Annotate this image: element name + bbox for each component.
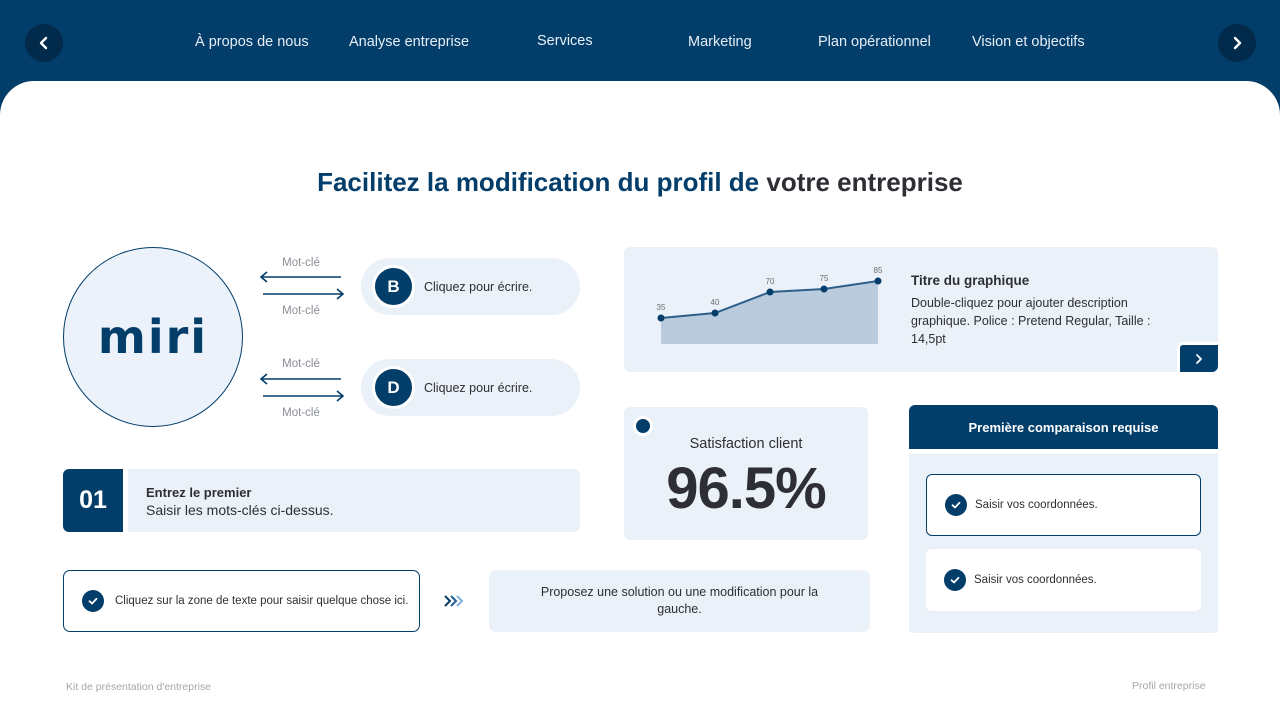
previous-button[interactable]: [25, 24, 63, 62]
nav-item-vision-objectifs[interactable]: Vision et objectifs: [972, 34, 1085, 50]
footer-right-text: Profil entreprise: [1132, 680, 1206, 692]
logo-circle: miri: [63, 247, 243, 427]
triple-chevron-right-icon: [444, 595, 464, 607]
chart-next-button[interactable]: [1177, 342, 1218, 372]
stat-label: Satisfaction client: [689, 436, 803, 452]
step-card: 01 Entrez le premier Saisir les mots-clé…: [63, 469, 580, 532]
option-b-pill[interactable]: B Cliquez pour écrire.: [361, 258, 580, 315]
chart-label: 85: [874, 266, 883, 275]
stat-value: 96.5%: [666, 456, 826, 521]
satisfaction-stat-card: Satisfaction client 96.5%: [624, 407, 868, 540]
chevron-right-icon: [1196, 353, 1202, 364]
comparison-body: Saisir vos coordonnées. Saisir vos coord…: [909, 454, 1218, 633]
comparison-item-text: Saisir vos coordonnées.: [974, 574, 1097, 586]
step-subtext: Saisir les mots-clés ci-dessus.: [146, 502, 334, 518]
comparison-item[interactable]: Saisir vos coordonnées.: [926, 549, 1201, 611]
nav-item-marketing[interactable]: Marketing: [688, 34, 752, 50]
checked-text-box[interactable]: Cliquez sur la zone de texte pour saisir…: [63, 570, 420, 632]
chart-description[interactable]: Double-cliquez pour ajouter description …: [911, 296, 1151, 347]
step-heading: Entrez le premier: [146, 485, 252, 500]
option-badge-b: B: [372, 265, 415, 308]
footer-left-text: Kit de présentation d'entreprise: [66, 681, 212, 693]
arrow-right-icon: [263, 288, 345, 300]
nav-item-a-propos[interactable]: À propos de nous: [195, 34, 309, 50]
chart-label: 70: [766, 277, 775, 286]
logo: miri: [97, 310, 209, 364]
page-title: Facilitez la modification du profil de v…: [0, 167, 1280, 198]
option-d-pill[interactable]: D Cliquez pour écrire.: [361, 359, 580, 416]
proposal-box[interactable]: Proposez une solution ou une modificatio…: [489, 570, 870, 632]
step-number: 01: [63, 469, 123, 532]
keyword-label: Mot-clé: [282, 257, 320, 269]
chart-title: Titre du graphique: [911, 273, 1030, 288]
comparison-item[interactable]: Saisir vos coordonnées.: [926, 474, 1201, 536]
nav-item-analyse-entreprise[interactable]: Analyse entreprise: [349, 34, 470, 50]
comparison-item-text: Saisir vos coordonnées.: [975, 499, 1098, 511]
nav-item-services[interactable]: Services: [537, 33, 593, 49]
dot-icon: [633, 416, 653, 436]
chevron-right-icon: [1233, 36, 1242, 50]
checked-text[interactable]: Cliquez sur la zone de texte pour saisir…: [115, 595, 409, 607]
chevron-left-icon: [39, 36, 48, 50]
nav-item-plan-operationnel[interactable]: Plan opérationnel: [818, 34, 931, 50]
arrow-right-icon: [263, 390, 345, 402]
option-d-text[interactable]: Cliquez pour écrire.: [424, 380, 533, 395]
check-circle-icon: [945, 494, 967, 516]
comparison-header: Première comparaison requise: [909, 405, 1218, 449]
chart-label: 40: [711, 298, 720, 307]
chart-label: 35: [657, 303, 666, 312]
step-body[interactable]: Entrez le premier Saisir les mots-clés c…: [128, 469, 580, 532]
keyword-label: Mot-clé: [282, 407, 320, 419]
check-circle-icon: [82, 590, 104, 612]
comparison-panel: Première comparaison requise Saisir vos …: [909, 405, 1218, 633]
chart-card: 35 40 70 75 85 Titre du graphique Double…: [624, 247, 1218, 372]
slide-content: Facilitez la modification du profil de v…: [0, 81, 1280, 720]
top-navigation-bar: À propos de nous Analyse entreprise Serv…: [0, 0, 1280, 90]
check-circle-icon: [944, 569, 966, 591]
option-badge-d: D: [372, 366, 415, 409]
keyword-label: Mot-clé: [282, 358, 320, 370]
title-part-dark: votre entreprise: [766, 167, 963, 197]
arrow-left-icon: [259, 271, 341, 283]
option-b-text[interactable]: Cliquez pour écrire.: [424, 279, 533, 294]
arrow-left-icon: [259, 373, 341, 385]
title-part-primary: Facilitez la modification du profil de: [317, 167, 767, 197]
next-button[interactable]: [1218, 24, 1256, 62]
keyword-label: Mot-clé: [282, 305, 320, 317]
area-chart: 35 40 70 75 85: [657, 266, 883, 344]
chart-label: 75: [820, 274, 829, 283]
